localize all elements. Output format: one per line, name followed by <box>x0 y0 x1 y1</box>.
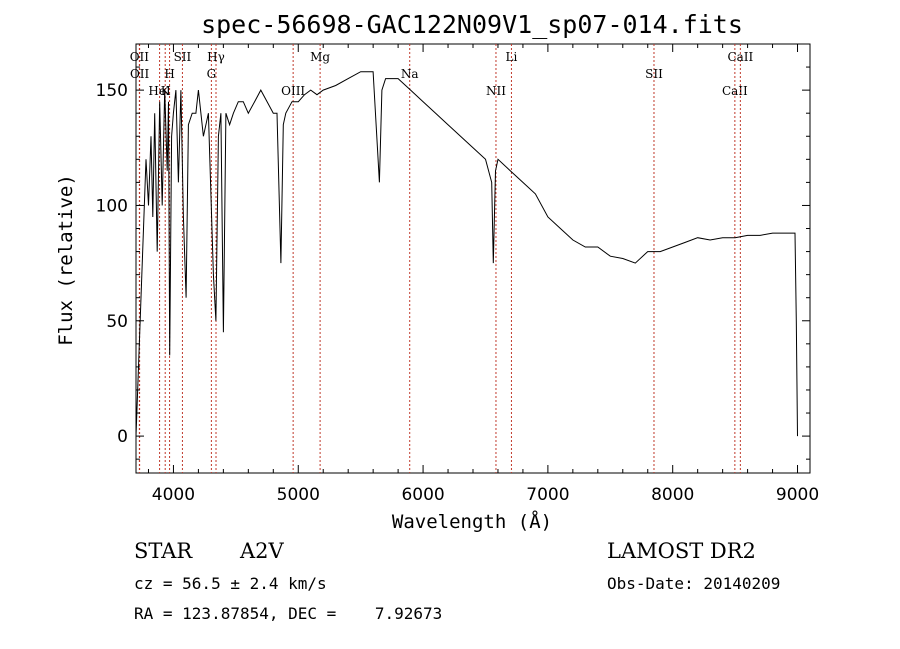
x-tick-label: 9000 <box>776 485 819 505</box>
chart-title: spec-56698-GAC122N09V1_sp07-014.fits <box>201 10 743 39</box>
spectral-line-label: K <box>161 84 171 98</box>
spectral-line-label: G <box>207 67 217 81</box>
spectrum-series <box>135 71 798 437</box>
x-tick-label: 8000 <box>651 485 694 505</box>
spectral-line-label: SII <box>645 67 663 81</box>
spectral-line-label: Na <box>401 67 419 81</box>
observation-date: Obs-Date: 20140209 <box>607 574 781 593</box>
object-class: STAR <box>134 539 193 563</box>
spectral-line-label: Hγ <box>207 50 225 64</box>
spectral-line-label: OII <box>130 67 150 81</box>
spectral-line-label: CaII <box>727 50 753 64</box>
object-subclass: A2V <box>240 539 284 563</box>
spectral-line-label: SII <box>174 50 192 64</box>
x-tick-label: 4000 <box>152 485 195 505</box>
spectral-line-label: CaII <box>722 84 748 98</box>
survey-name: LAMOST DR2 <box>607 539 756 563</box>
spectral-line-label: NII <box>486 84 506 98</box>
y-axis-label: Flux (relative) <box>55 174 77 346</box>
spectral-line-label: Mg <box>310 50 330 64</box>
plot-frame <box>135 43 811 474</box>
y-tick-label: 150 <box>96 81 128 101</box>
y-tick-label: 50 <box>106 312 128 332</box>
x-tick-label: 7000 <box>526 485 569 505</box>
x-tick-label: 5000 <box>277 485 320 505</box>
redshift-velocity: cz = 56.5 ± 2.4 km/s <box>134 574 327 593</box>
spectral-line-label: HeI <box>148 84 171 98</box>
x-axis-label: Wavelength (Å) <box>392 510 552 533</box>
x-tick-label: 6000 <box>401 485 444 505</box>
spectral-line-label: Li <box>506 50 518 64</box>
y-tick-label: 0 <box>117 427 128 447</box>
coordinates: RA = 123.87854, DEC = 7.92673 <box>134 604 443 623</box>
y-tick-label: 100 <box>96 196 128 216</box>
spectral-line-label: OIII <box>281 84 305 98</box>
spectral-line-label: H <box>164 67 174 81</box>
